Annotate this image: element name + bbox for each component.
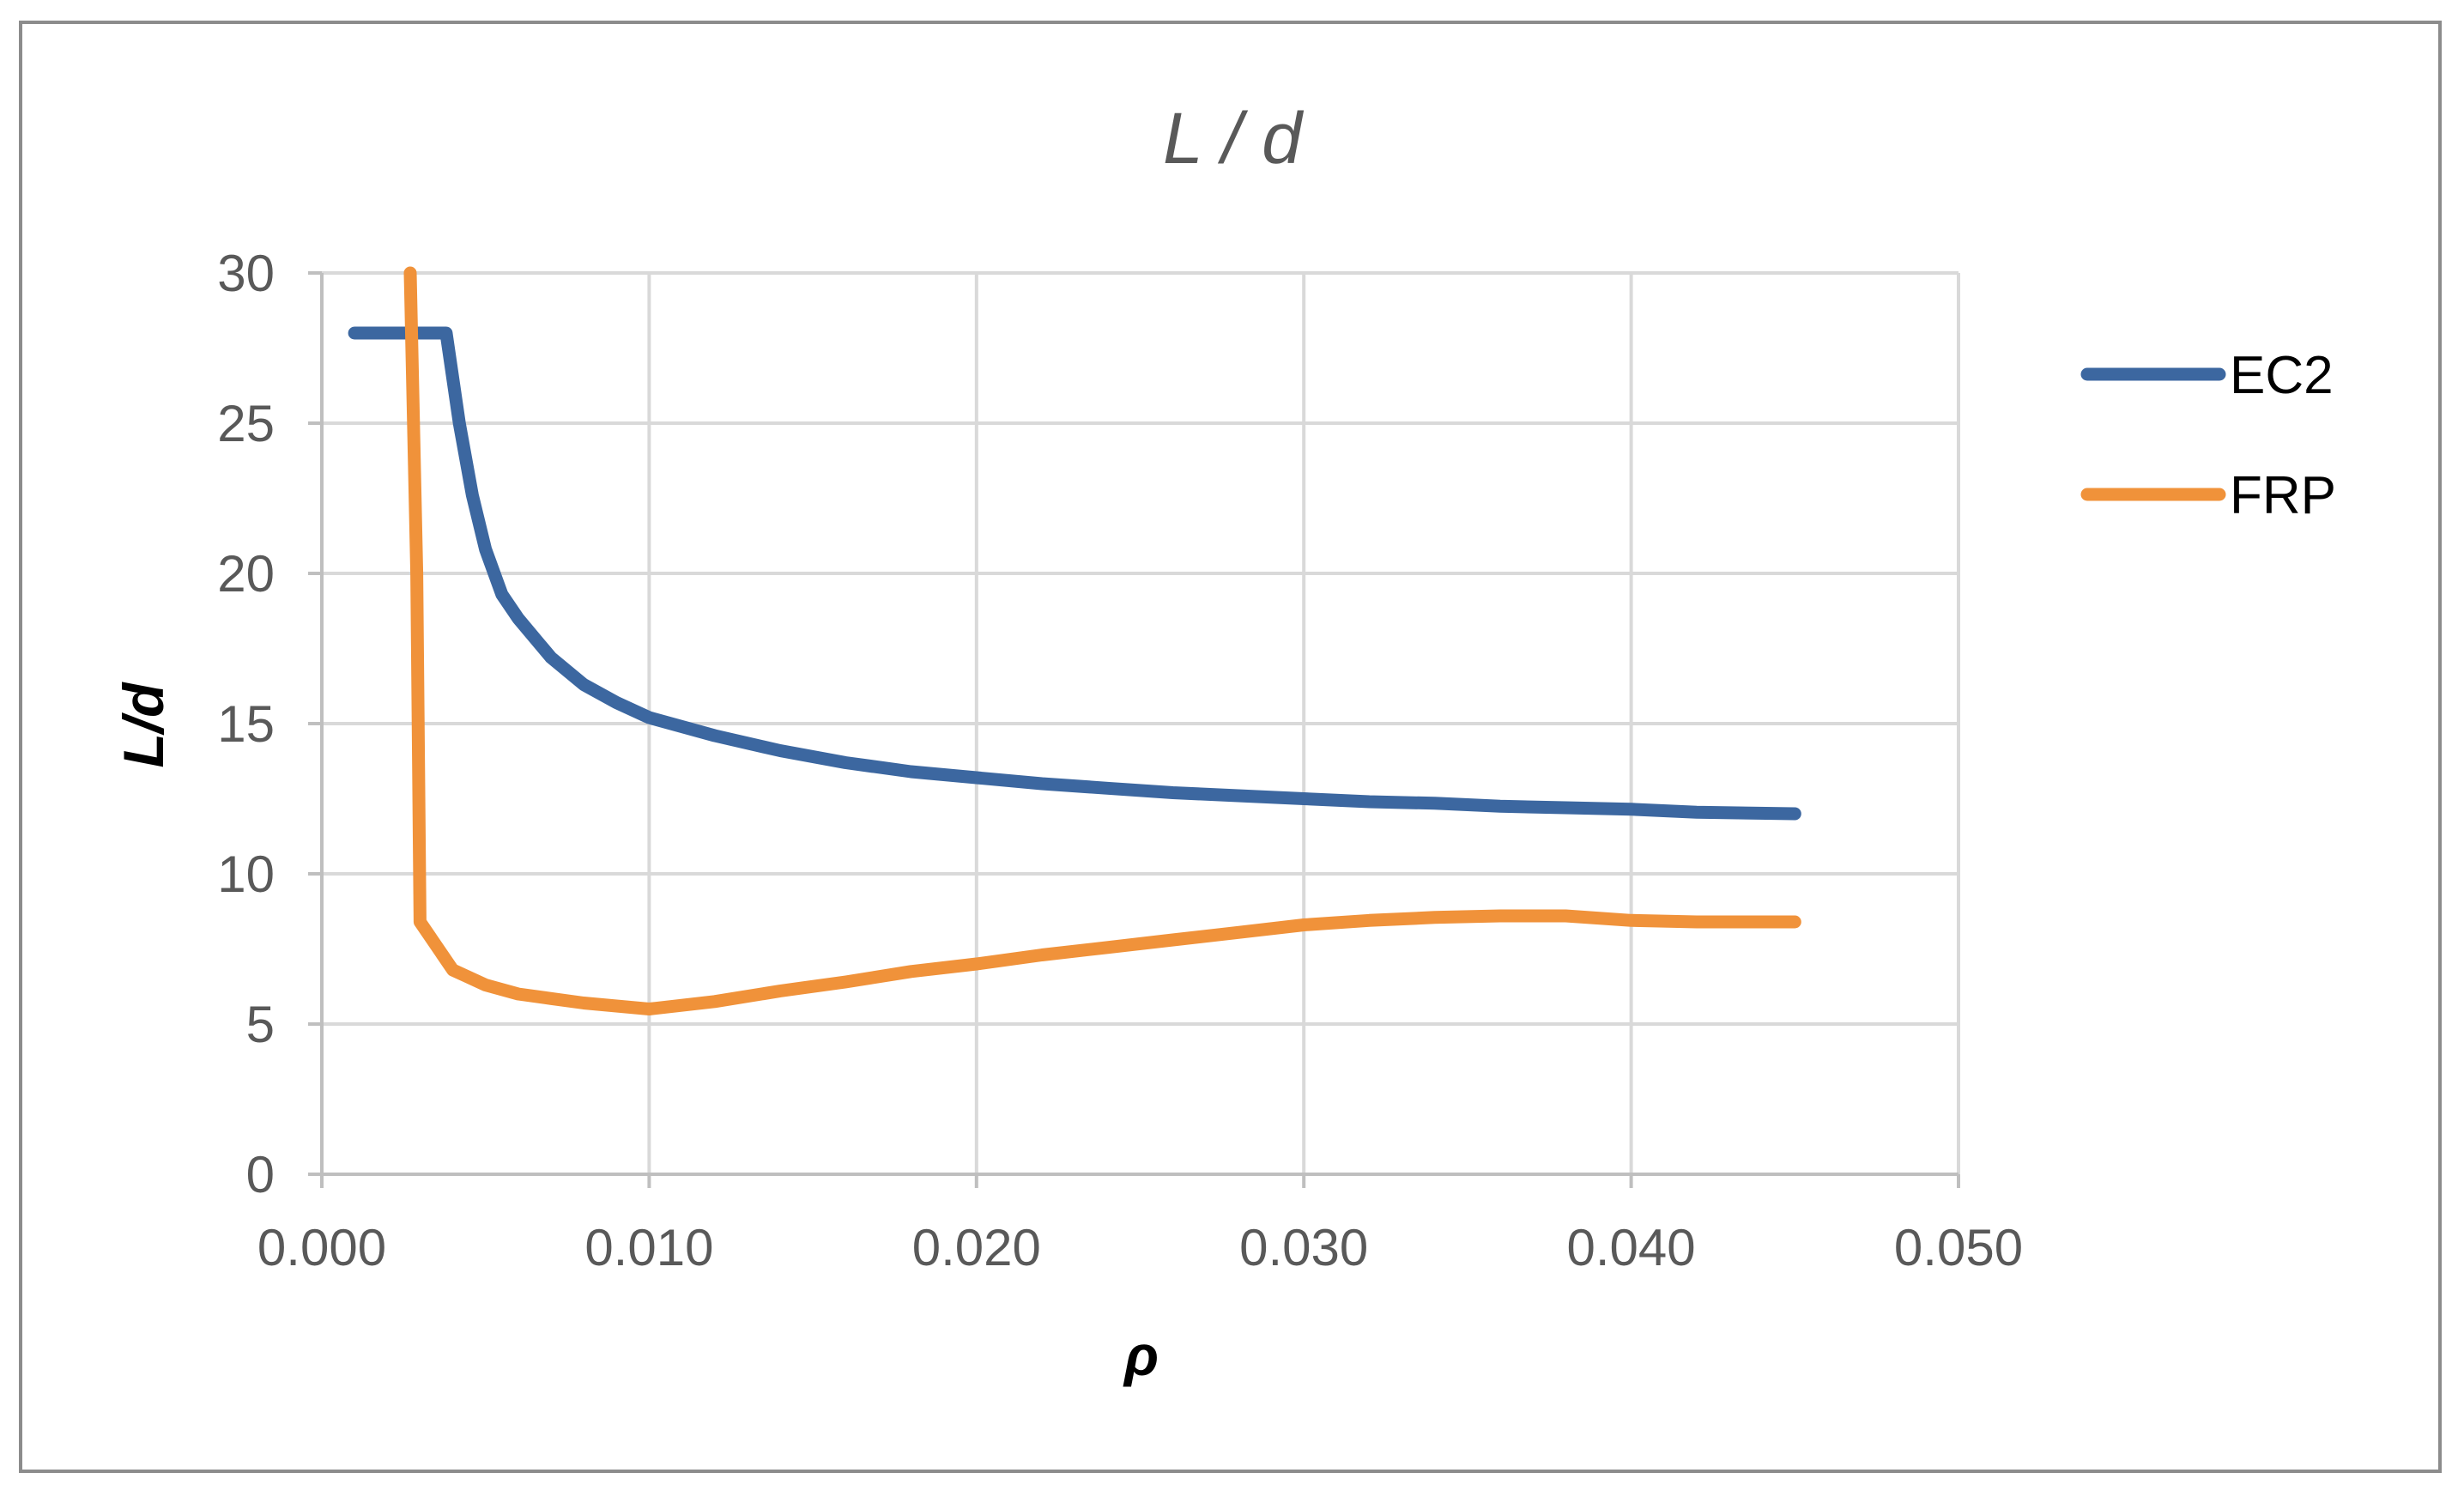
y-tick-label: 0 xyxy=(246,1146,275,1203)
legend-label-ec2: EC2 xyxy=(2230,346,2334,405)
tick-labels: 0.000 0.010 0.020 0.030 0.040 0.050 0 5 10 15 20 25… xyxy=(217,245,2023,1276)
series-lines xyxy=(348,266,1801,1015)
series-line-ec2 xyxy=(348,326,1801,821)
y-tick-label: 5 xyxy=(246,996,275,1053)
x-tick-label: 0.000 xyxy=(257,1219,386,1276)
legend-label-frp: FRP xyxy=(2230,466,2336,525)
y-tick-label: 20 xyxy=(217,545,275,603)
y-tick-label: 10 xyxy=(217,845,275,903)
y-tick-label: 25 xyxy=(217,395,275,452)
y-tick-label: 15 xyxy=(217,695,275,753)
gridlines xyxy=(322,271,1960,1174)
x-tick-label: 0.030 xyxy=(1239,1219,1368,1276)
y-axis-title: L/d xyxy=(112,682,175,768)
x-axis-title: ρ xyxy=(1123,1324,1159,1387)
chart-title: L / d xyxy=(1163,98,1304,179)
legend: EC2 FRP xyxy=(2080,346,2336,525)
x-tick-label: 0.010 xyxy=(584,1219,713,1276)
axes xyxy=(308,271,1960,1188)
series-line-frp xyxy=(403,266,1801,1015)
x-tick-label: 0.040 xyxy=(1567,1219,1696,1276)
x-tick-label: 0.050 xyxy=(1894,1219,2023,1276)
y-tick-label: 30 xyxy=(217,245,275,302)
x-tick-label: 0.020 xyxy=(912,1219,1041,1276)
